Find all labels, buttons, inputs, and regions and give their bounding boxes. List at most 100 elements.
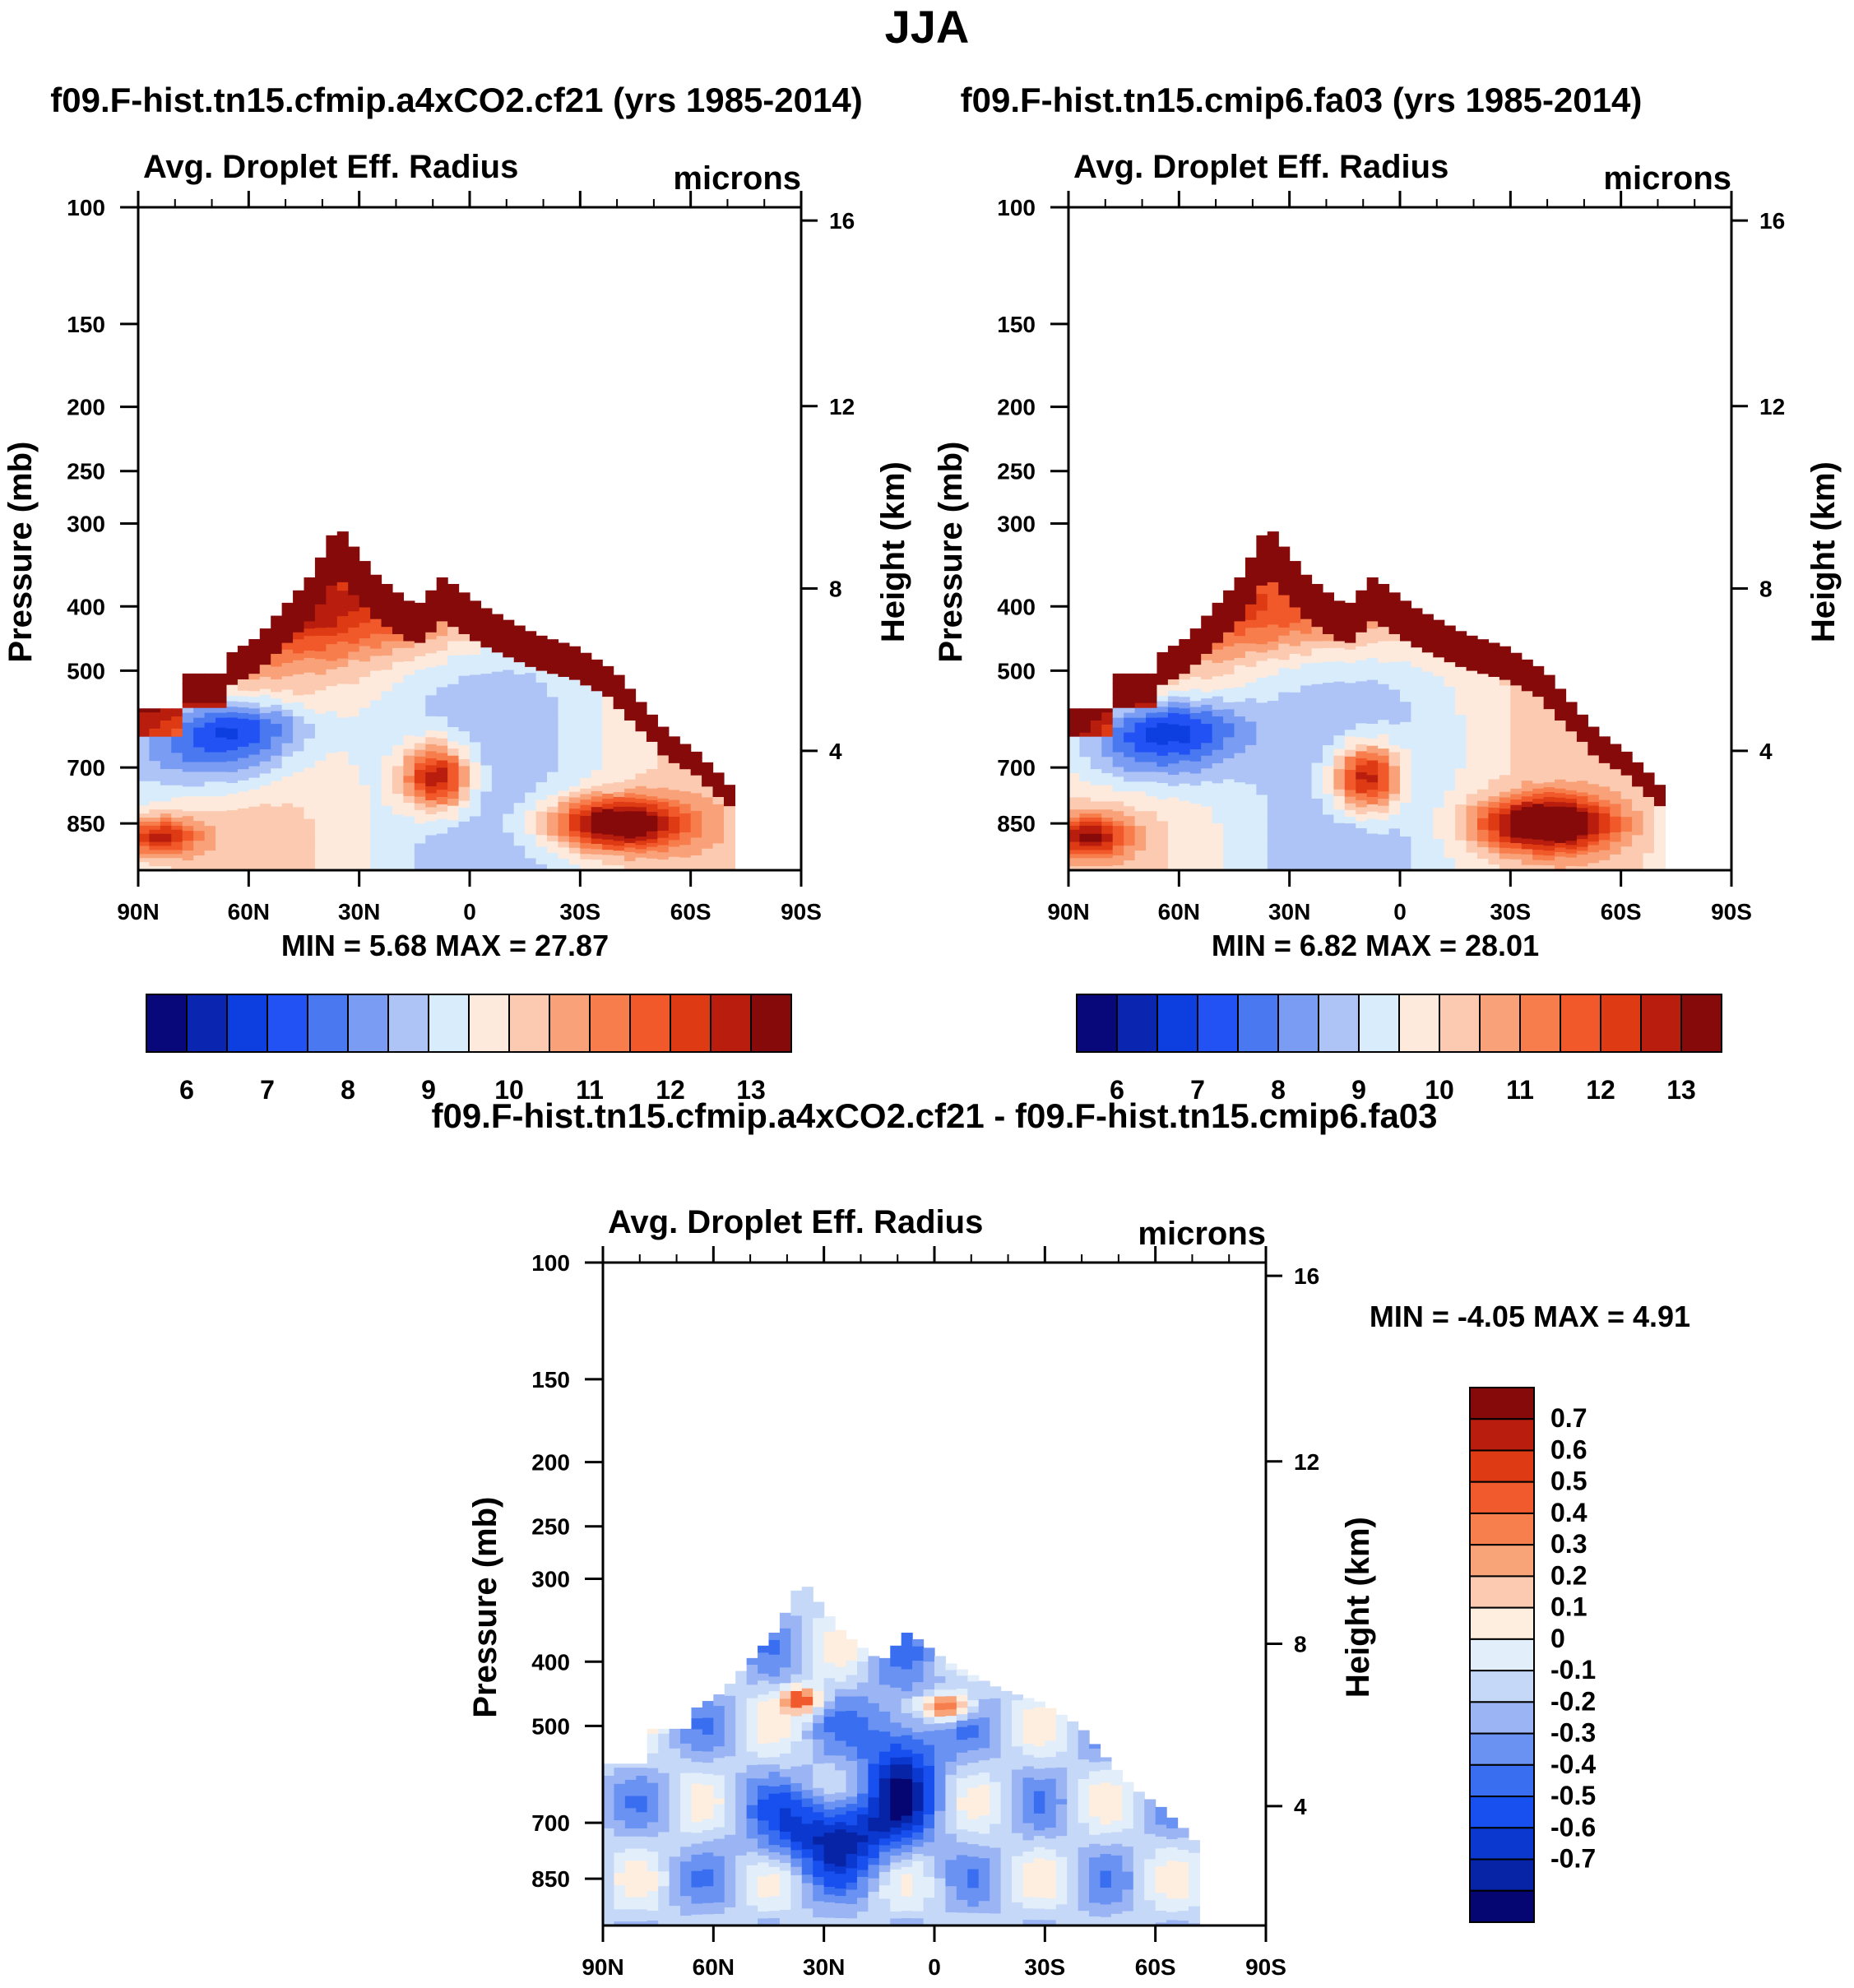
heatmap-cell xyxy=(1653,799,1666,803)
heatmap-cell xyxy=(271,755,283,763)
heatmap-cell xyxy=(724,1702,736,1709)
heatmap-cell xyxy=(712,792,725,795)
heatmap-cell xyxy=(480,674,493,681)
heatmap-cell xyxy=(1134,776,1147,782)
heatmap-cell xyxy=(1311,662,1323,670)
heatmap-cell xyxy=(1466,735,1478,742)
heatmap-cell xyxy=(470,614,482,622)
heatmap-cell xyxy=(480,660,493,668)
heatmap-cell xyxy=(1256,585,1268,595)
heatmap-cell xyxy=(271,850,283,859)
heatmap-cell xyxy=(702,1874,714,1882)
heatmap-cell xyxy=(624,1913,637,1918)
heatmap-cell xyxy=(281,856,294,864)
heatmap-cell xyxy=(348,643,360,653)
heatmap-cell xyxy=(614,1783,626,1789)
heatmap-cell xyxy=(326,769,338,779)
heatmap-cell xyxy=(591,864,603,871)
heatmap-cell xyxy=(669,1787,681,1794)
heatmap-cell xyxy=(138,818,151,823)
heatmap-cell xyxy=(603,1897,615,1902)
heatmap-cell xyxy=(138,740,151,746)
heatmap-cell xyxy=(271,666,283,674)
heatmap-cell xyxy=(1455,834,1467,841)
heatmap-cell xyxy=(503,795,515,802)
heatmap-cell xyxy=(1234,665,1246,674)
heatmap-cell xyxy=(668,846,680,851)
heatmap-cell xyxy=(624,1836,637,1842)
heatmap-cell xyxy=(1598,823,1611,827)
heatmap-cell xyxy=(690,855,702,860)
heatmap-cell xyxy=(1378,770,1390,778)
heatmap-cell xyxy=(436,782,448,790)
heatmap-cell xyxy=(470,661,482,669)
heatmap-cell xyxy=(425,660,438,668)
heatmap-cell xyxy=(248,674,261,680)
heatmap-cell xyxy=(1555,833,1567,839)
heatmap-cell xyxy=(1189,688,1202,696)
heatmap-cell xyxy=(359,584,371,593)
heatmap-cell xyxy=(1300,693,1313,702)
heatmap-cell xyxy=(381,748,393,757)
heatmap-cell xyxy=(470,600,482,609)
heatmap-cell xyxy=(636,1775,648,1781)
heatmap-cell xyxy=(458,758,470,767)
heatmap-cell xyxy=(271,622,283,629)
heatmap-cell xyxy=(702,786,714,790)
heatmap-cell xyxy=(614,1880,626,1886)
heatmap-cell xyxy=(436,790,448,798)
heatmap-cell xyxy=(216,757,228,763)
heatmap-cell xyxy=(702,1863,714,1870)
heatmap-cell xyxy=(614,1787,626,1793)
heatmap-cell xyxy=(216,707,228,714)
heatmap-cell xyxy=(713,1919,725,1926)
heatmap-cell xyxy=(723,844,735,848)
heatmap-cell xyxy=(414,676,426,684)
heatmap-cell xyxy=(1543,792,1555,798)
heatmap-cell xyxy=(1212,636,1224,644)
heatmap-cell xyxy=(293,639,305,647)
heatmap-cell xyxy=(193,767,206,773)
heatmap-cell xyxy=(1356,723,1368,731)
heatmap-cell xyxy=(702,832,714,836)
heatmap-cell xyxy=(1167,825,1180,832)
heatmap-cell xyxy=(1388,863,1401,871)
heatmap-cell xyxy=(204,811,216,817)
heatmap-cell xyxy=(414,850,426,858)
heatmap-cell xyxy=(680,1728,693,1735)
heatmap-cell xyxy=(1499,864,1511,871)
heatmap-cell xyxy=(1101,757,1114,762)
heatmap-cell xyxy=(690,763,702,767)
heatmap-cell xyxy=(1643,826,1655,830)
heatmap-cell xyxy=(1411,765,1423,773)
heatmap-cell xyxy=(1267,616,1279,626)
heatmap-cell xyxy=(1278,546,1291,556)
heatmap-cell xyxy=(624,851,637,858)
heatmap-cell xyxy=(1333,681,1346,689)
heatmap-cell xyxy=(1576,858,1588,864)
heatmap-cell xyxy=(281,602,294,610)
heatmap-cell xyxy=(647,1901,659,1907)
heatmap-cell xyxy=(381,820,393,828)
heatmap-cell xyxy=(1366,782,1379,790)
heatmap-cell xyxy=(414,623,426,630)
heatmap-cell xyxy=(1610,766,1622,770)
heatmap-cell xyxy=(403,607,415,615)
heatmap-cell xyxy=(1421,678,1434,685)
heatmap-cell xyxy=(348,846,360,855)
heatmap-cell xyxy=(1565,845,1578,850)
heatmap-cell xyxy=(624,761,637,767)
heatmap-cell xyxy=(668,762,680,767)
heatmap-cell xyxy=(1124,846,1136,851)
heatmap-cell xyxy=(713,1763,725,1770)
heatmap-cell xyxy=(1388,849,1401,857)
heatmap-cell xyxy=(1167,679,1180,686)
heatmap-cell xyxy=(216,821,228,827)
y-right-tick-label: 4 xyxy=(829,739,842,764)
heatmap-cell xyxy=(1576,792,1588,797)
heatmap-cell xyxy=(436,584,448,593)
heatmap-cell xyxy=(713,1850,725,1857)
heatmap-cell xyxy=(314,713,327,722)
heatmap-cell xyxy=(613,782,625,788)
heatmap-cell xyxy=(1212,823,1224,831)
